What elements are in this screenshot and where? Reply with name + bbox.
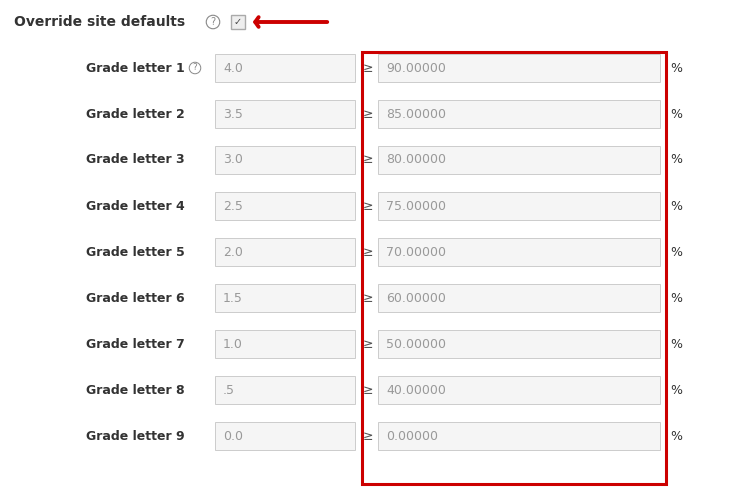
FancyBboxPatch shape — [215, 100, 355, 128]
FancyBboxPatch shape — [378, 192, 660, 220]
Text: Grade letter 9: Grade letter 9 — [86, 430, 185, 442]
Text: 2.0: 2.0 — [223, 246, 243, 258]
Text: 85.00000: 85.00000 — [386, 108, 446, 121]
Text: ?: ? — [210, 17, 216, 27]
Text: ≥: ≥ — [363, 108, 373, 121]
Text: %: % — [670, 62, 682, 74]
Text: .5: .5 — [223, 383, 235, 396]
Text: 4.0: 4.0 — [223, 62, 243, 74]
Text: 70.00000: 70.00000 — [386, 246, 446, 258]
FancyBboxPatch shape — [378, 54, 660, 82]
Text: Grade letter 1: Grade letter 1 — [86, 62, 185, 74]
FancyBboxPatch shape — [215, 330, 355, 358]
FancyBboxPatch shape — [378, 422, 660, 450]
Text: 2.5: 2.5 — [223, 199, 243, 212]
Text: ?: ? — [193, 63, 197, 72]
Text: Grade letter 8: Grade letter 8 — [86, 383, 185, 396]
Text: ≥: ≥ — [363, 383, 373, 396]
Text: %: % — [670, 337, 682, 351]
FancyBboxPatch shape — [231, 15, 245, 29]
Text: %: % — [670, 199, 682, 212]
Text: ≥: ≥ — [363, 430, 373, 442]
FancyBboxPatch shape — [215, 284, 355, 312]
Text: 1.5: 1.5 — [223, 292, 243, 305]
Text: ✓: ✓ — [234, 17, 242, 27]
Text: ≥: ≥ — [363, 337, 373, 351]
Text: 3.5: 3.5 — [223, 108, 243, 121]
Text: ≥: ≥ — [363, 153, 373, 167]
Text: ≥: ≥ — [363, 62, 373, 74]
Text: Grade letter 5: Grade letter 5 — [86, 246, 185, 258]
Text: ≥: ≥ — [363, 199, 373, 212]
Text: %: % — [670, 292, 682, 305]
FancyBboxPatch shape — [215, 376, 355, 404]
Text: Grade letter 6: Grade letter 6 — [86, 292, 185, 305]
Text: %: % — [670, 383, 682, 396]
Text: Override site defaults: Override site defaults — [14, 15, 185, 29]
Text: %: % — [670, 246, 682, 258]
Text: Grade letter 4: Grade letter 4 — [86, 199, 185, 212]
Text: 0.00000: 0.00000 — [386, 430, 438, 442]
FancyBboxPatch shape — [215, 192, 355, 220]
FancyBboxPatch shape — [378, 238, 660, 266]
FancyBboxPatch shape — [378, 376, 660, 404]
Text: 0.0: 0.0 — [223, 430, 243, 442]
Text: 1.0: 1.0 — [223, 337, 243, 351]
FancyBboxPatch shape — [378, 284, 660, 312]
Text: 40.00000: 40.00000 — [386, 383, 446, 396]
Text: Grade letter 3: Grade letter 3 — [86, 153, 185, 167]
Text: 90.00000: 90.00000 — [386, 62, 446, 74]
FancyBboxPatch shape — [378, 100, 660, 128]
Text: 50.00000: 50.00000 — [386, 337, 446, 351]
Text: %: % — [670, 430, 682, 442]
Text: ≥: ≥ — [363, 292, 373, 305]
Text: Grade letter 2: Grade letter 2 — [86, 108, 185, 121]
FancyBboxPatch shape — [215, 238, 355, 266]
FancyBboxPatch shape — [215, 54, 355, 82]
Text: %: % — [670, 153, 682, 167]
FancyBboxPatch shape — [215, 422, 355, 450]
FancyBboxPatch shape — [215, 146, 355, 174]
Text: 75.00000: 75.00000 — [386, 199, 446, 212]
FancyBboxPatch shape — [378, 330, 660, 358]
Text: 60.00000: 60.00000 — [386, 292, 446, 305]
Text: 3.0: 3.0 — [223, 153, 243, 167]
Text: ≥: ≥ — [363, 246, 373, 258]
Text: 80.00000: 80.00000 — [386, 153, 446, 167]
Text: Grade letter 7: Grade letter 7 — [86, 337, 185, 351]
FancyBboxPatch shape — [378, 146, 660, 174]
Text: %: % — [670, 108, 682, 121]
